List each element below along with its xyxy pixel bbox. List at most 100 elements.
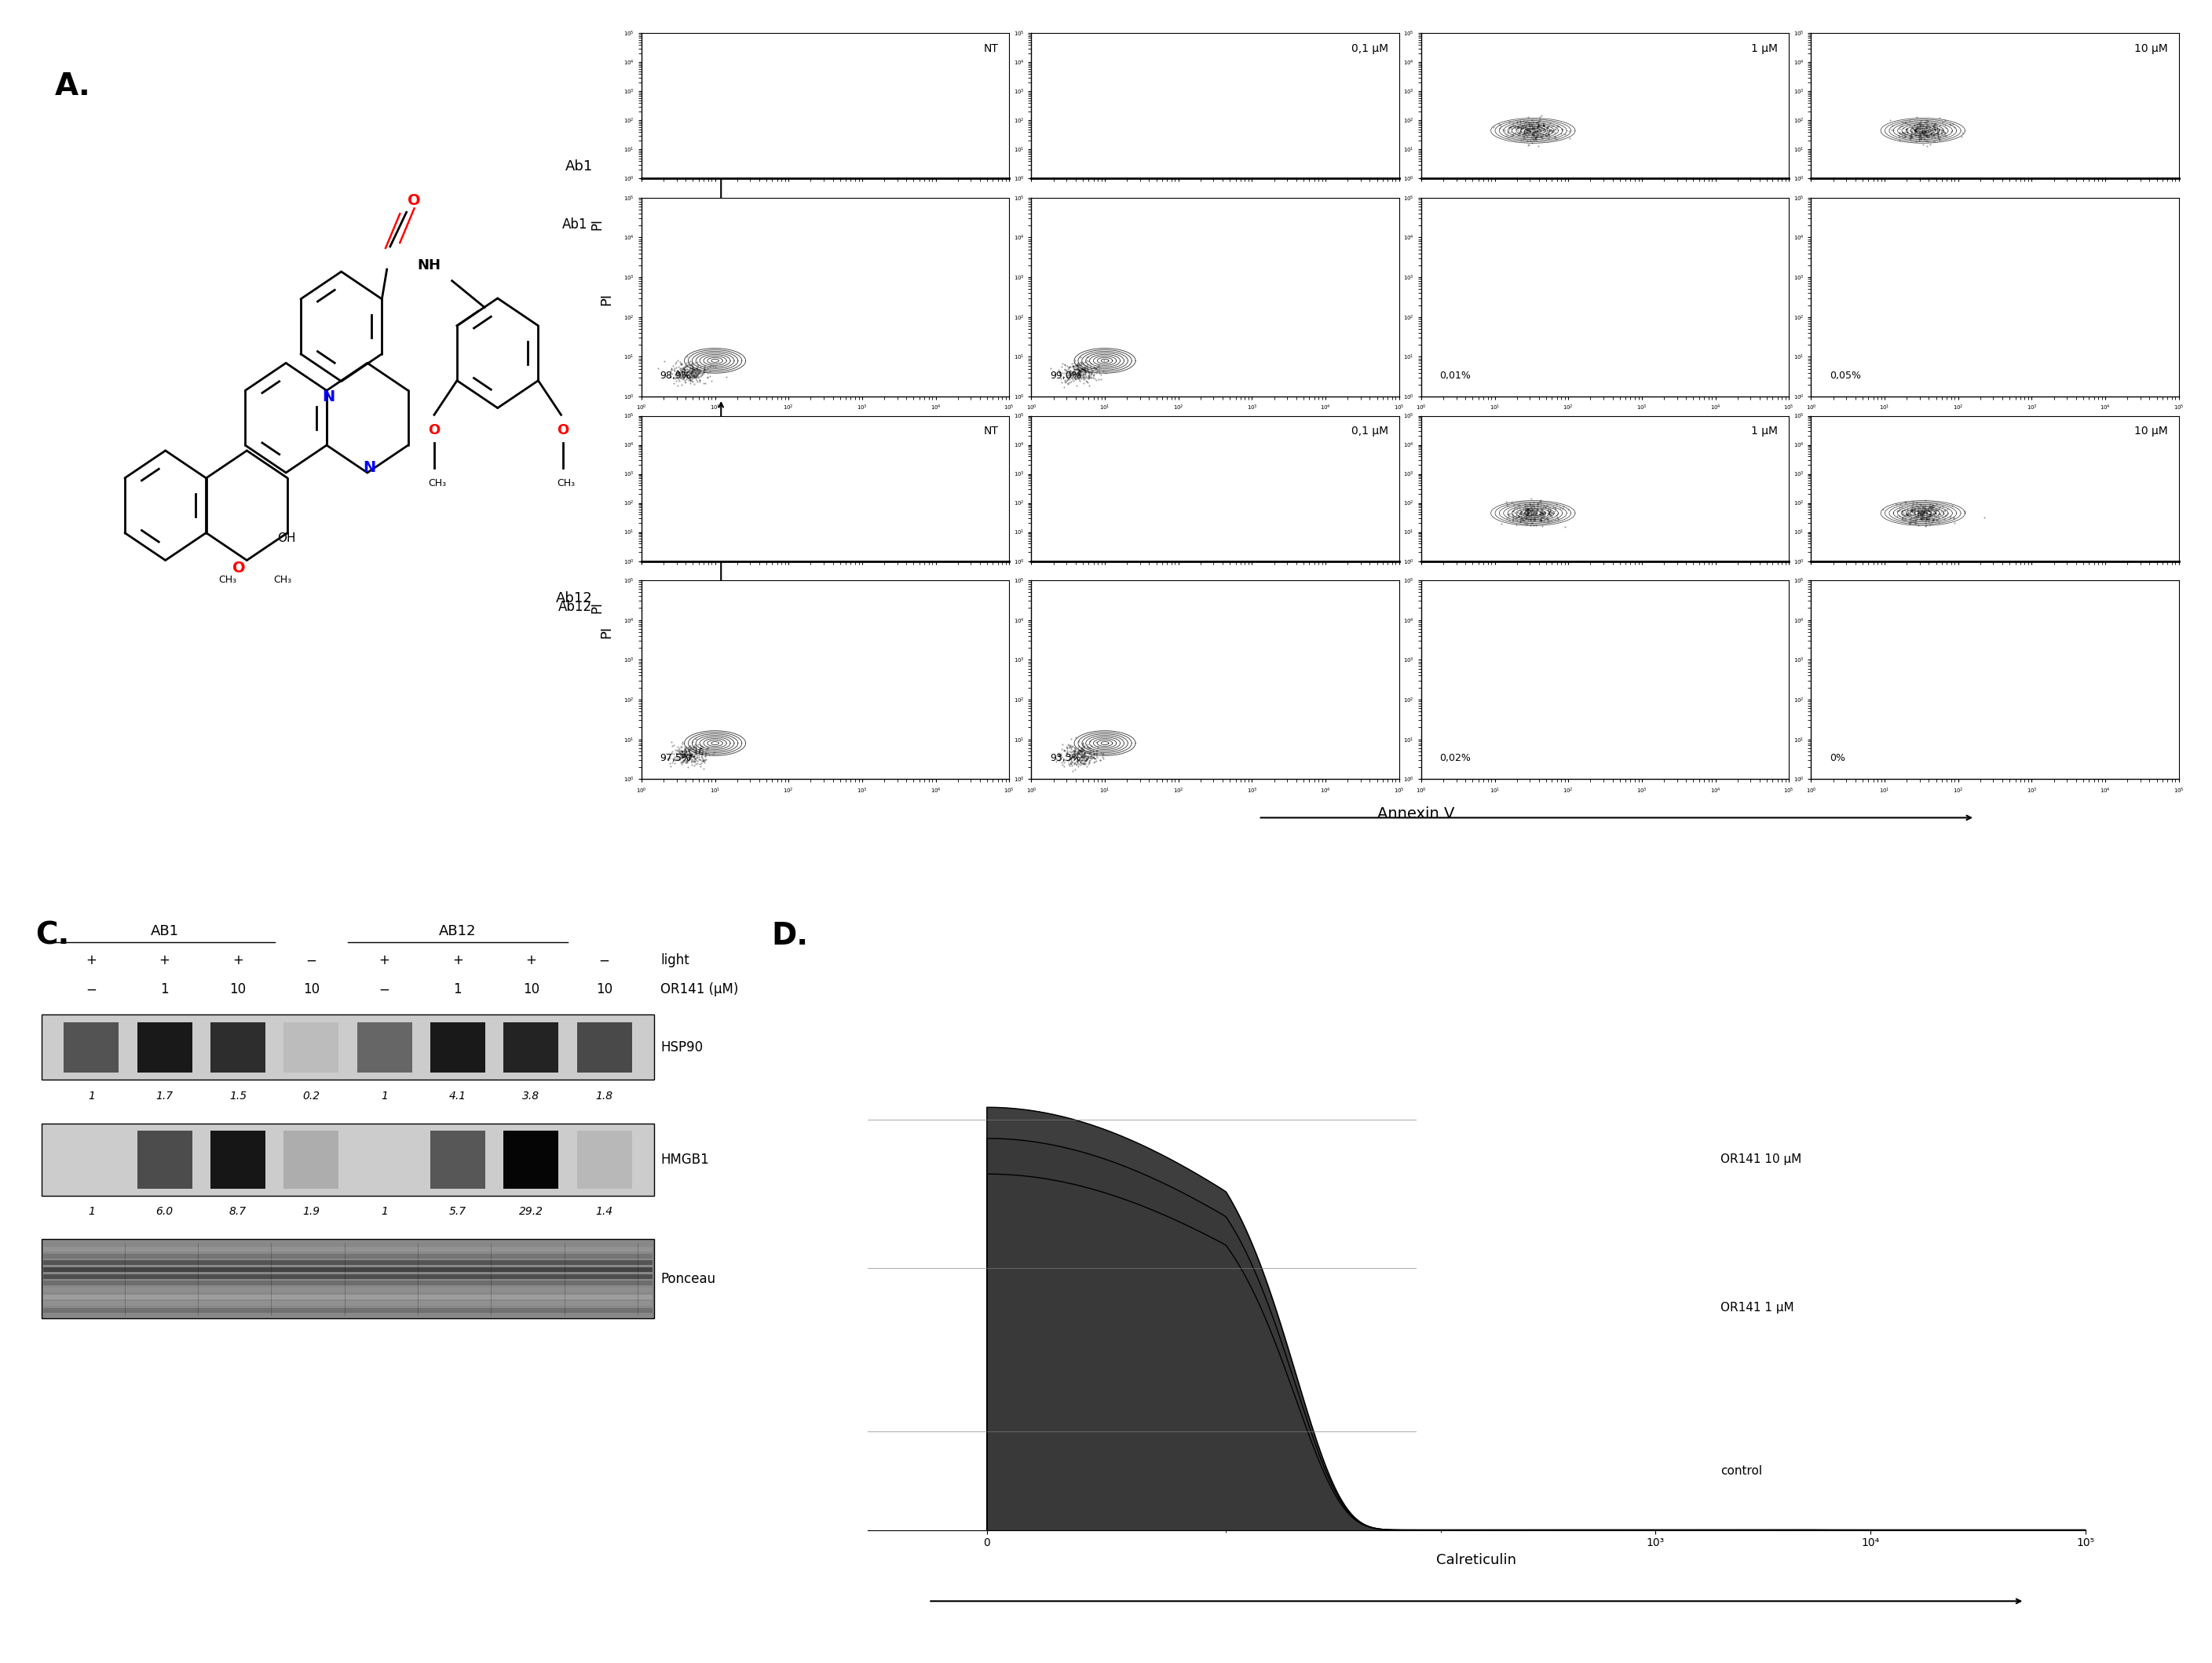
Text: O: O [429,422,440,437]
Text: 98,9%: 98,9% [659,371,690,381]
Text: 1 μM: 1 μM [1752,43,1778,55]
Text: O: O [557,422,568,437]
Bar [42,1294,653,1299]
Text: 1.5: 1.5 [230,1091,246,1101]
Text: +: + [159,953,170,968]
Text: 1: 1 [453,983,462,996]
Text: B.: B. [772,48,805,78]
Text: AB12: AB12 [438,925,476,938]
Bar [283,1131,338,1189]
Text: N: N [363,459,376,474]
Text: OR141 1 μM: OR141 1 μM [1721,1302,1794,1314]
Text: +: + [526,953,538,968]
Text: 1: 1 [88,1206,95,1217]
Text: PI: PI [591,600,604,614]
Text: AB1: AB1 [150,925,179,938]
Text: 93,3%: 93,3% [1051,753,1082,763]
Bar [210,1023,265,1073]
Text: 8.7: 8.7 [230,1206,246,1217]
Text: 0,1 μM: 0,1 μM [1352,43,1389,55]
Text: control: control [1721,1465,1763,1477]
Text: 1.9: 1.9 [303,1206,321,1217]
Text: +: + [451,953,462,968]
Bar [42,1247,653,1252]
Text: HSP90: HSP90 [661,1041,703,1054]
Bar [42,1261,653,1266]
FancyBboxPatch shape [42,1239,655,1319]
Text: −: − [305,953,316,968]
Bar [42,1281,653,1285]
Bar [42,1287,653,1292]
Bar [210,1131,265,1189]
Text: 1.7: 1.7 [155,1091,173,1101]
Bar [431,1023,484,1073]
Text: −: − [599,953,611,968]
Text: NH: NH [418,258,440,273]
Text: CH₃: CH₃ [557,479,575,489]
Bar [42,1300,653,1305]
Bar [431,1131,484,1189]
Bar [504,1023,557,1073]
Bar [42,1309,653,1312]
Text: PI: PI [599,293,613,306]
Bar [42,1254,653,1259]
Text: Ab1: Ab1 [564,160,593,173]
Text: 1 μM: 1 μM [1752,426,1778,437]
Text: 10 μM: 10 μM [2135,426,2168,437]
Text: 0%: 0% [1829,753,1845,763]
Bar [577,1023,633,1073]
Text: 4.1: 4.1 [449,1091,467,1101]
Text: PI: PI [599,625,613,639]
Text: −: − [378,983,389,996]
Text: D.: D. [772,921,807,951]
Text: 1.4: 1.4 [595,1206,613,1217]
Text: 10: 10 [230,983,246,996]
Text: Ponceau: Ponceau [661,1272,714,1285]
Text: +: + [378,953,389,968]
FancyBboxPatch shape [42,1014,655,1079]
Text: C.: C. [35,921,69,951]
Text: 0,02%: 0,02% [1440,753,1471,763]
Text: CH₃: CH₃ [274,574,292,585]
Text: CH₃: CH₃ [219,574,237,585]
FancyBboxPatch shape [42,1123,655,1196]
Text: 1: 1 [161,983,168,996]
Text: PI: PI [591,218,604,231]
Text: 97,5%: 97,5% [659,753,690,763]
Text: 0,01%: 0,01% [1440,371,1471,381]
Bar [283,1023,338,1073]
Text: NT: NT [984,426,998,437]
Text: Ab1: Ab1 [562,218,588,231]
Text: O: O [232,560,246,575]
Text: 99,0%: 99,0% [1051,371,1082,381]
Text: 5.7: 5.7 [449,1206,467,1217]
Text: O: O [407,193,420,208]
Bar [504,1131,557,1189]
Text: 10: 10 [522,983,540,996]
Text: 0.2: 0.2 [303,1091,321,1101]
Text: OR141 10 μM: OR141 10 μM [1721,1152,1801,1166]
Text: 6.0: 6.0 [155,1206,173,1217]
Text: 10 μM: 10 μM [2135,43,2168,55]
Text: 1: 1 [380,1091,387,1101]
Bar [137,1023,192,1073]
Text: 3.8: 3.8 [522,1091,540,1101]
Text: OR141 (μM): OR141 (μM) [661,983,739,996]
Bar [577,1131,633,1189]
Text: 10: 10 [303,983,319,996]
Bar [42,1267,653,1272]
Bar [356,1023,411,1073]
Text: −: − [86,983,97,996]
X-axis label: Calreticulin: Calreticulin [1436,1553,1517,1567]
Text: N: N [323,389,336,404]
Text: 10: 10 [595,983,613,996]
Text: HMGB1: HMGB1 [661,1152,710,1166]
Bar [137,1131,192,1189]
Text: +: + [232,953,243,968]
Text: 1: 1 [88,1091,95,1101]
Text: A.: A. [55,72,91,101]
Text: 0,1 μM: 0,1 μM [1352,426,1389,437]
Text: CH₃: CH₃ [429,479,447,489]
Text: 1.8: 1.8 [595,1091,613,1101]
Bar [64,1023,119,1073]
